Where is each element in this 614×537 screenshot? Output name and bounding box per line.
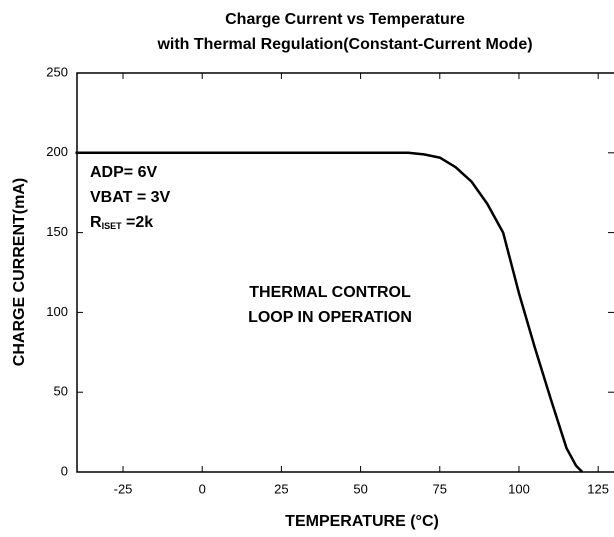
x-tick-label: 75: [433, 481, 447, 496]
annotation: ISET: [102, 221, 123, 231]
y-axis-label: CHARGE CURRENT(mA): [11, 178, 28, 366]
annotation: VBAT = 3V: [90, 189, 171, 206]
annotation: RISET =2k: [90, 214, 153, 231]
plot-frame: [76, 72, 614, 473]
x-tick-label: 0: [199, 481, 206, 496]
x-axis-label: TEMPERATURE (°C): [285, 513, 439, 530]
y-tick-label: 200: [46, 144, 68, 159]
y-tick-label: 100: [46, 304, 68, 319]
x-tick-label: 50: [353, 481, 367, 496]
x-tick-label: 125: [587, 481, 609, 496]
annotation: THERMAL CONTROL: [249, 284, 411, 301]
annotation: ADP= 6V: [90, 164, 157, 181]
y-tick-label: 250: [46, 64, 68, 79]
annotation: =2k: [122, 214, 154, 231]
x-tick-label: 100: [508, 481, 530, 496]
annotation: LOOP IN OPERATION: [248, 309, 412, 326]
y-tick-label: 150: [46, 224, 68, 239]
annotation: R: [90, 214, 102, 231]
y-tick-label: 0: [61, 463, 68, 478]
y-tick-label: 50: [54, 384, 68, 399]
x-tick-label: -25: [114, 481, 133, 496]
chart-title: with Thermal Regulation(Constant-Current…: [156, 36, 532, 53]
line-series: [75, 151, 584, 473]
x-tick-label: 25: [274, 481, 288, 496]
chart-title: Charge Current vs Temperature: [225, 11, 465, 28]
